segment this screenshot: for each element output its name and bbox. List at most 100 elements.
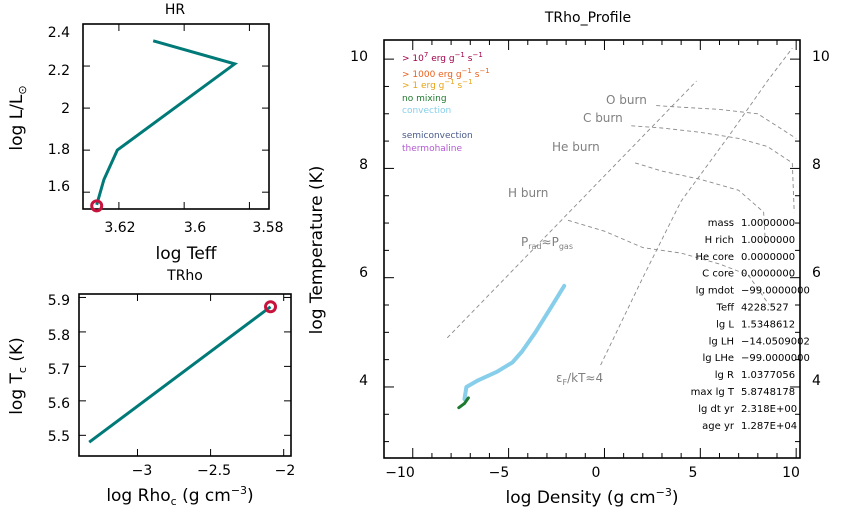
legend-text: erg g [428, 54, 454, 64]
hr-xtick-label: 3.58 [252, 220, 283, 236]
legend-text: > 10 [402, 54, 424, 64]
legend-text: −1 [444, 78, 454, 86]
prad-mid: ≈ [542, 235, 552, 249]
profile-ytick-label-left: 8 [359, 157, 368, 173]
prad-p2: P [552, 235, 559, 249]
profile-ylabel: log Temperature (K) [307, 166, 327, 335]
info-label: H rich [705, 235, 734, 246]
trho-title: TRho [166, 268, 203, 284]
profile-ytick-label-right: 10 [812, 49, 830, 65]
profile-ytick-label-right: 6 [812, 265, 821, 281]
he-burn-label: He burn [552, 140, 600, 154]
info-label: lg LH [709, 336, 734, 347]
trho-track-line [88, 305, 272, 444]
info-label: lg L [716, 319, 734, 330]
info-label: lg R [715, 370, 734, 381]
info-label: max lg T [691, 387, 735, 398]
profile-ytick-label-left: 6 [359, 265, 368, 281]
hr-ytick-label: 2.2 [48, 63, 70, 79]
trho-xlabel-sup: −3 [231, 484, 247, 497]
info-label: lg LHe [702, 353, 734, 364]
legend-text: > 1 erg g [402, 81, 444, 91]
trho-current-marker [264, 300, 278, 314]
profile-xtick-label: −5 [489, 465, 510, 481]
hr-ylabel-main: log L/L [7, 94, 27, 151]
info-label: mass [708, 218, 734, 229]
profile-xlabel-pre: log Density (g cm [506, 488, 656, 508]
h-burn-line [567, 219, 770, 306]
profile-ytick-label-left: 4 [359, 373, 368, 389]
info-value: −99.0000000 [741, 353, 810, 364]
convection-profile-line [462, 283, 567, 401]
trho-ytick-label: 5.9 [48, 293, 70, 309]
profile-xtick-label: 5 [689, 465, 698, 481]
trho-xtick-label: −2.5 [197, 463, 231, 479]
hr-xtick-label: 3.62 [104, 220, 135, 236]
trho-ytick-label: 5.5 [48, 429, 70, 445]
h-burn-label: H burn [508, 186, 548, 200]
legend-gt-1: > 1 erg g−1 s−1 [402, 78, 473, 91]
o-burn-line [656, 105, 797, 139]
eps-e: ε [556, 371, 563, 385]
trho-xlabel: log Rhoc (g cm−3) [106, 484, 253, 508]
hr-ticks [83, 23, 269, 209]
legend-no-mixing: no mixing [402, 94, 447, 104]
info-value: 1.0000000 [741, 235, 795, 246]
trho-xlabel-pre: log Rho [106, 486, 170, 506]
legend-thermohaline: thermohaline [402, 144, 463, 154]
legend-text: −1 [462, 67, 472, 75]
legend-gt-1000: > 1000 erg g−1 s−1 [402, 67, 490, 80]
info-value: −14.0509002 [741, 336, 810, 347]
prad-p1: P [521, 235, 528, 249]
legend-text: −1 [462, 78, 472, 86]
info-label: C core [702, 269, 734, 280]
info-value: −99.0000000 [741, 286, 810, 297]
profile-xlabel-end: ) [672, 488, 679, 508]
legend-text: s [472, 70, 480, 80]
info-value: 4228.527 [741, 303, 789, 314]
legend-text: s [455, 81, 463, 91]
legend-convection: convection [402, 106, 451, 116]
info-value: 5.8748178 [741, 387, 795, 398]
degeneracy-line [600, 47, 793, 366]
profile-xtick-label: 0 [592, 465, 601, 481]
trho-xtick-label: −3 [132, 463, 153, 479]
hr-xtick-label: 3.6 [184, 220, 206, 236]
legend-gt-1e7: > 107 erg g−1 s−1 [402, 51, 483, 64]
info-value: 1.5348612 [741, 319, 795, 330]
prad-s1: rad [528, 242, 541, 251]
hr-track-line [95, 39, 239, 206]
trho-ylabel-post: (K) [7, 337, 27, 367]
legend-text: −1 [472, 51, 482, 59]
legend-text: 7 [424, 51, 428, 59]
info-label: age yr [702, 421, 735, 432]
info-label: lg dt yr [698, 404, 735, 415]
o-burn-label: O burn [606, 93, 647, 107]
info-value: 0.0000000 [741, 252, 795, 263]
hr-ylabel: log L/L⊙ [7, 85, 29, 150]
profile-xlabel-sup: −3 [656, 486, 672, 499]
info-label: Teff [716, 303, 736, 314]
trho-ylabel-pre: log T [7, 372, 27, 414]
info-value: 1.0377056 [741, 370, 795, 381]
trho-ytick-label: 5.8 [48, 328, 70, 344]
trho-ytick-label: 5.7 [48, 362, 70, 378]
profile-xtick-label: −10 [385, 465, 415, 481]
mixing-legend: > 107 erg g−1 s−1 > 1000 erg g−1 s−1 > 1… [402, 51, 490, 154]
info-label: He core [695, 252, 734, 263]
hr-current-marker [90, 199, 104, 213]
trho-ytick-label: 5.6 [48, 396, 70, 412]
hr-ytick-label: 1.8 [48, 142, 70, 158]
he-burn-line [634, 162, 766, 245]
trho-xlabel-sub: c [171, 495, 177, 508]
profile-axes-frame [383, 39, 801, 459]
trho-xlabel-post: (g cm [177, 486, 231, 506]
c-burn-label: C burn [583, 111, 623, 125]
profile-xlabel: log Density (g cm−3) [506, 486, 679, 508]
trho-ylabel: log Tc (K) [7, 337, 29, 415]
info-label: lg mdot [696, 286, 735, 297]
info-value: 1.0000000 [741, 218, 795, 229]
legend-text: > 1000 erg g [402, 70, 462, 80]
eps-rest: /kT≈4 [567, 371, 603, 385]
